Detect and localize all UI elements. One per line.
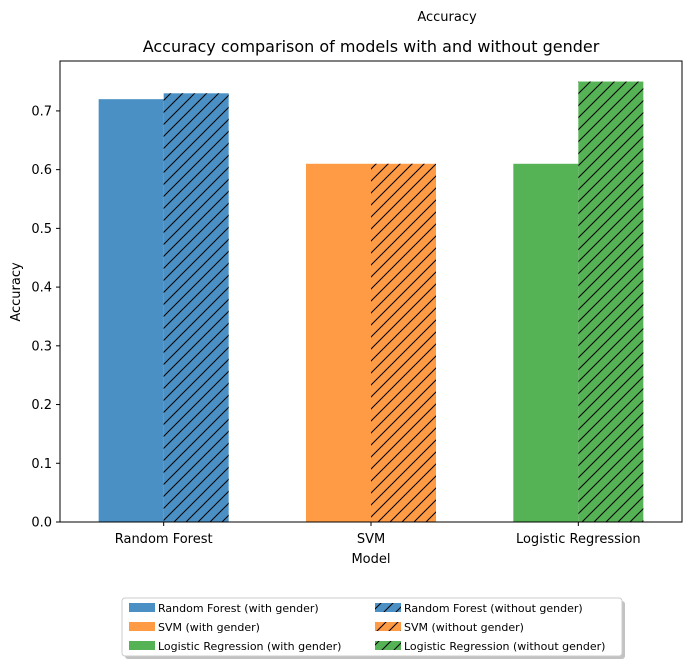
legend-box	[121, 597, 623, 657]
bar-hatch-overlay	[578, 81, 644, 522]
y-tick-label: 0.6	[31, 163, 52, 178]
bar-svm-with-gender	[306, 163, 371, 523]
legend-label: Logistic Regression (with gender)	[158, 640, 341, 653]
legend-label: Random Forest (with gender)	[158, 602, 319, 615]
legend-swatch-hatch	[375, 603, 401, 612]
legend-swatch	[129, 622, 155, 631]
x-tick-label: SVM	[357, 532, 385, 547]
chart-title: Accuracy comparison of models with and w…	[143, 37, 600, 56]
y-axis-label: Accuracy	[9, 262, 24, 322]
y-tick-label: 0.1	[31, 457, 52, 472]
bar-hatch-overlay	[163, 93, 229, 522]
legend-swatch-hatch	[375, 641, 401, 650]
legend: Random Forest (with gender) Random Forest…	[121, 597, 625, 659]
x-tick-label: Random Forest	[115, 532, 213, 547]
bar-hatch-overlay	[371, 163, 436, 523]
bar-logistic-regression-with-gender	[513, 163, 579, 523]
chart-suptitle: Accuracy	[417, 10, 477, 25]
legend-label: Random Forest (without gender)	[404, 602, 583, 615]
legend-label: SVM (with gender)	[158, 621, 260, 634]
x-tick-label: Logistic Regression	[516, 532, 641, 547]
y-tick-label: 0.3	[31, 339, 52, 354]
y-tick-label: 0.0	[31, 516, 52, 531]
legend-label: Logistic Regression (without gender)	[404, 640, 605, 653]
x-axis-label: Model	[351, 552, 390, 567]
y-tick-label: 0.5	[31, 222, 52, 237]
y-tick-label: 0.4	[31, 281, 52, 296]
y-tick-label: 0.2	[31, 398, 52, 413]
bar-random-forest-with-gender	[98, 99, 164, 523]
legend-swatch-hatch	[375, 622, 401, 631]
legend-label: SVM (without gender)	[404, 621, 524, 634]
y-tick-label: 0.7	[31, 104, 52, 119]
legend-swatch	[129, 641, 155, 650]
legend-swatch	[129, 603, 155, 612]
